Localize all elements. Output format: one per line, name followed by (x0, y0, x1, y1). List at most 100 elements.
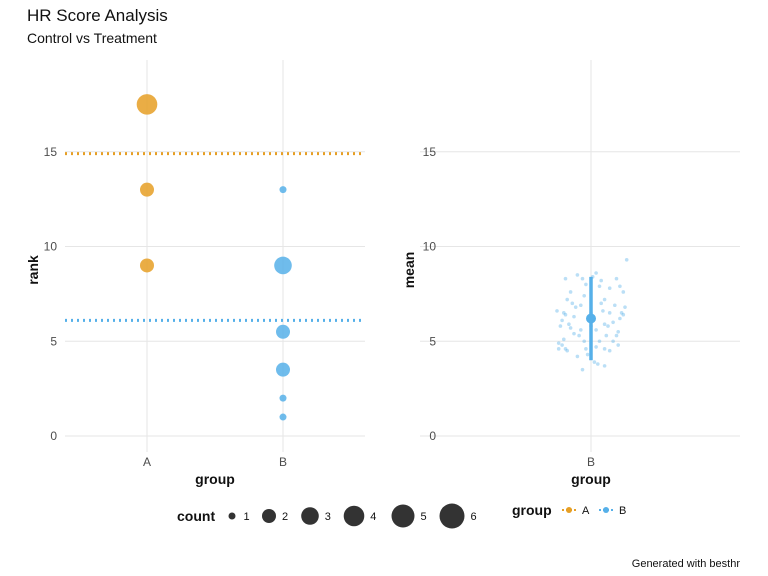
bootstrap-point (585, 352, 590, 357)
rank-point-B (279, 394, 287, 402)
bootstrap-point (613, 303, 617, 308)
right-x-axis-label: group (571, 471, 611, 487)
bootstrap-point (621, 312, 626, 317)
count-legend-key (343, 505, 365, 527)
group-legend-key-B (603, 507, 609, 513)
y-tick-label: 5 (429, 334, 436, 348)
group-legend-label: A (582, 505, 590, 517)
bootstrap-point (563, 276, 568, 281)
x-tick-label: B (279, 455, 287, 469)
bootstrap-point (575, 354, 580, 359)
count-legend-label: 2 (282, 511, 288, 523)
bootstrap-point (582, 293, 586, 298)
count-legend-key (301, 507, 319, 525)
rank-point-A (140, 182, 154, 197)
right-y-axis-label: mean (401, 252, 417, 289)
y-tick-label: 0 (429, 429, 436, 443)
bootstrap-point (555, 309, 559, 313)
bootstrap-point (596, 362, 600, 366)
bootstrap-point (624, 257, 629, 262)
count-legend-label: 6 (471, 511, 477, 523)
bootstrap-point (592, 360, 597, 364)
bootstrap-point (563, 347, 568, 351)
right-panel: 0 5 10 15 B (420, 60, 740, 469)
bootstrap-point (563, 312, 568, 317)
bootstrap-point (577, 333, 581, 338)
bootstrap-point (584, 347, 588, 351)
bootstrap-point (579, 328, 583, 332)
bootstrap-point (618, 316, 622, 321)
caption: Generated with besthr (632, 558, 741, 570)
bootstrap-point (599, 278, 603, 283)
rank-point-A (136, 94, 158, 115)
chart-subtitle: Control vs Treatment (27, 30, 157, 46)
bootstrap-point (611, 339, 615, 344)
bootstrap-point (570, 301, 575, 306)
bootstrap-point (616, 343, 620, 347)
bootstrap-point (572, 314, 576, 319)
left-panel: 0 5 10 15 A B (44, 60, 365, 469)
bootstrap-point (614, 333, 619, 338)
bootstrap-point (582, 339, 586, 344)
bootstrap-point (611, 320, 615, 325)
rank-point-A (140, 258, 154, 273)
bootstrap-point (594, 328, 598, 332)
bootstrap-point (599, 301, 603, 306)
x-tick-label: A (143, 455, 151, 469)
bootstrap-point (606, 324, 610, 328)
count-legend-key (391, 504, 415, 528)
mean-point (586, 313, 596, 324)
bootstrap-point (607, 348, 612, 353)
count-legend-label: 4 (370, 511, 376, 523)
chart-title: HR Score Analysis (27, 6, 168, 25)
bootstrap-point (623, 305, 627, 309)
bootstrap-point (556, 341, 561, 345)
bootstrap-point (618, 284, 622, 289)
bootstrap-point (567, 322, 571, 326)
left-y-axis-label: rank (25, 255, 41, 285)
bootstrap-point (562, 311, 566, 315)
bootstrap-point (594, 345, 598, 349)
count-legend-label: 1 (244, 511, 250, 523)
y-tick-label: 15 (423, 145, 437, 159)
group-legend-label: B (619, 505, 626, 517)
count-legend-label: 3 (325, 511, 331, 523)
rank-point-B (276, 362, 290, 377)
rank-point-B (279, 413, 287, 421)
count-legend-key (228, 512, 236, 520)
bootstrap-point (580, 367, 585, 372)
bootstrap-point (607, 286, 612, 290)
bootstrap-point (560, 343, 564, 347)
bootstrap-point (616, 329, 620, 334)
legend: count group 1 2 3 4 5 6 A B (177, 502, 626, 529)
bootstrap-point (565, 297, 569, 302)
bootstrap-point (579, 303, 583, 308)
bootstrap-point (573, 305, 578, 309)
y-tick-label: 10 (44, 240, 58, 254)
x-tick-label: B (587, 455, 595, 469)
bootstrap-point (562, 337, 566, 342)
left-x-axis-label: group (195, 471, 235, 487)
bootstrap-point (602, 347, 607, 351)
bootstrap-point (556, 347, 561, 351)
bootstrap-point (604, 333, 609, 338)
y-tick-label: 5 (50, 334, 57, 348)
rank-point-B (276, 324, 290, 339)
count-legend-key (262, 509, 276, 523)
bootstrap-point (597, 284, 602, 289)
bootstrap-point (602, 364, 607, 368)
bootstrap-point (594, 271, 598, 275)
bootstrap-point (584, 282, 588, 287)
bootstrap-point (619, 311, 624, 315)
rank-point-B (279, 186, 287, 194)
rank-point-B (274, 256, 292, 275)
bootstrap-point (572, 331, 576, 336)
bootstrap-point (580, 276, 585, 281)
bootstrap-point (597, 339, 602, 344)
count-legend-key (439, 503, 465, 529)
y-tick-label: 10 (423, 240, 437, 254)
bootstrap-point (614, 276, 619, 281)
bootstrap-point (602, 297, 607, 302)
